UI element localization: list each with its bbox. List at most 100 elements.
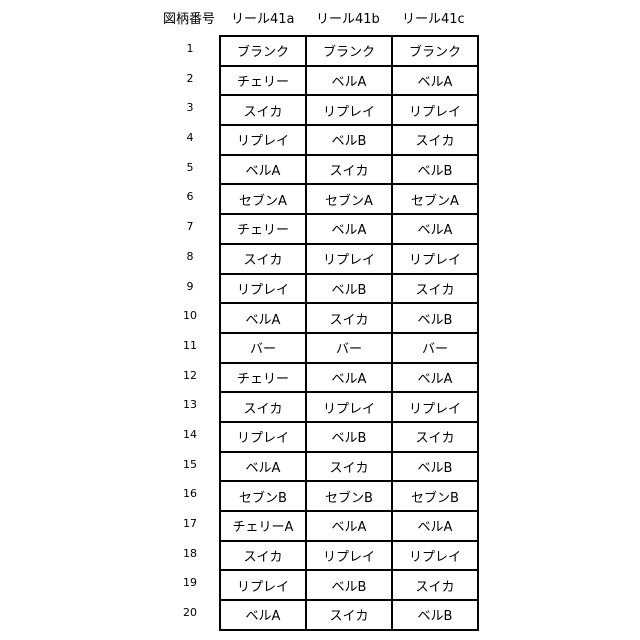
table-row: セブンAセブンAセブンA bbox=[220, 184, 478, 214]
symbol-cell: ベルA bbox=[392, 66, 478, 96]
symbol-cell: ベルA bbox=[220, 155, 306, 185]
symbol-cell: リプレイ bbox=[220, 274, 306, 304]
symbol-cell: リプレイ bbox=[392, 244, 478, 274]
symbol-cell: スイカ bbox=[220, 95, 306, 125]
symbol-cell: スイカ bbox=[392, 274, 478, 304]
symbol-number: 16 bbox=[170, 480, 210, 510]
symbol-cell: チェリー bbox=[220, 214, 306, 244]
symbol-number: 2 bbox=[170, 65, 210, 95]
table-row: ブランクブランクブランク bbox=[220, 36, 478, 66]
symbol-cell: バー bbox=[220, 333, 306, 363]
header-symbol-number: 図柄番号 bbox=[163, 8, 215, 27]
symbol-cell: リプレイ bbox=[306, 244, 392, 274]
symbol-cell: ベルA bbox=[306, 66, 392, 96]
symbol-cell: ベルA bbox=[392, 214, 478, 244]
symbol-number: 17 bbox=[170, 510, 210, 540]
symbol-number: 15 bbox=[170, 451, 210, 481]
symbol-cell: スイカ bbox=[306, 303, 392, 333]
table-row: チェリーAベルAベルA bbox=[220, 511, 478, 541]
symbol-number: 8 bbox=[170, 243, 210, 273]
header-reel-41b: リール41b bbox=[316, 8, 380, 27]
symbol-cell: ベルB bbox=[306, 274, 392, 304]
symbol-cell: リプレイ bbox=[392, 392, 478, 422]
symbol-cell: リプレイ bbox=[220, 125, 306, 155]
symbol-cell: セブンB bbox=[220, 481, 306, 511]
symbol-number: 3 bbox=[170, 94, 210, 124]
symbol-number: 1 bbox=[170, 35, 210, 65]
symbol-cell: スイカ bbox=[306, 600, 392, 630]
symbol-number: 19 bbox=[170, 569, 210, 599]
table-row: ベルAスイカベルB bbox=[220, 303, 478, 333]
table-row: スイカリプレイリプレイ bbox=[220, 95, 478, 125]
symbol-cell: セブンA bbox=[392, 184, 478, 214]
symbol-cell: チェリー bbox=[220, 66, 306, 96]
symbol-cell: ベルB bbox=[392, 303, 478, 333]
symbol-number-column: 1234567891011121314151617181920 bbox=[170, 35, 210, 629]
table-row: リプレイベルBスイカ bbox=[220, 274, 478, 304]
symbol-cell: ベルB bbox=[392, 155, 478, 185]
table-row: ベルAスイカベルB bbox=[220, 452, 478, 482]
table-row: リプレイベルBスイカ bbox=[220, 570, 478, 600]
symbol-cell: ベルA bbox=[220, 600, 306, 630]
symbol-cell: ベルA bbox=[306, 214, 392, 244]
symbol-cell: ブランク bbox=[306, 36, 392, 66]
symbol-number: 6 bbox=[170, 183, 210, 213]
symbol-cell: スイカ bbox=[306, 452, 392, 482]
table-row: チェリーベルAベルA bbox=[220, 66, 478, 96]
symbol-cell: ブランク bbox=[220, 36, 306, 66]
symbol-cell: リプレイ bbox=[220, 422, 306, 452]
symbol-number: 18 bbox=[170, 540, 210, 570]
symbol-cell: スイカ bbox=[220, 392, 306, 422]
symbol-cell: ベルA bbox=[306, 363, 392, 393]
table-row: セブンBセブンBセブンB bbox=[220, 481, 478, 511]
symbol-cell: ベルB bbox=[306, 422, 392, 452]
symbol-cell: スイカ bbox=[220, 244, 306, 274]
header-reel-41a: リール41a bbox=[231, 8, 295, 27]
table-row: ベルAスイカベルB bbox=[220, 155, 478, 185]
header-reel-41c: リール41c bbox=[402, 8, 465, 27]
symbol-cell: バー bbox=[306, 333, 392, 363]
table-row: バーバーバー bbox=[220, 333, 478, 363]
symbol-cell: リプレイ bbox=[306, 541, 392, 571]
symbol-number: 10 bbox=[170, 302, 210, 332]
symbol-number: 4 bbox=[170, 124, 210, 154]
symbol-cell: リプレイ bbox=[220, 570, 306, 600]
table-row: スイカリプレイリプレイ bbox=[220, 244, 478, 274]
symbol-cell: ベルB bbox=[392, 600, 478, 630]
symbol-cell: リプレイ bbox=[392, 95, 478, 125]
symbol-cell: スイカ bbox=[392, 125, 478, 155]
symbol-cell: スイカ bbox=[220, 541, 306, 571]
symbol-cell: スイカ bbox=[392, 422, 478, 452]
symbol-cell: ベルB bbox=[392, 452, 478, 482]
symbol-cell: スイカ bbox=[306, 155, 392, 185]
symbol-cell: リプレイ bbox=[392, 541, 478, 571]
symbol-cell: スイカ bbox=[392, 570, 478, 600]
table-row: スイカリプレイリプレイ bbox=[220, 541, 478, 571]
table-row: リプレイベルBスイカ bbox=[220, 422, 478, 452]
symbol-number: 20 bbox=[170, 599, 210, 629]
symbol-number: 12 bbox=[170, 362, 210, 392]
symbol-number: 7 bbox=[170, 213, 210, 243]
symbol-number: 11 bbox=[170, 332, 210, 362]
table-row: スイカリプレイリプレイ bbox=[220, 392, 478, 422]
symbol-cell: ベルA bbox=[392, 363, 478, 393]
table-row: チェリーベルAベルA bbox=[220, 214, 478, 244]
symbol-cell: セブンA bbox=[306, 184, 392, 214]
symbol-cell: ベルB bbox=[306, 570, 392, 600]
reel-symbol-table: ブランクブランクブランクチェリーベルAベルAスイカリプレイリプレイリプレイベルB… bbox=[219, 35, 479, 631]
symbol-number: 9 bbox=[170, 273, 210, 303]
symbol-cell: チェリーA bbox=[220, 511, 306, 541]
symbol-number: 14 bbox=[170, 421, 210, 451]
table-row: リプレイベルBスイカ bbox=[220, 125, 478, 155]
symbol-cell: ベルA bbox=[220, 452, 306, 482]
symbol-cell: セブンB bbox=[306, 481, 392, 511]
table-row: チェリーベルAベルA bbox=[220, 363, 478, 393]
symbol-cell: リプレイ bbox=[306, 95, 392, 125]
symbol-cell: バー bbox=[392, 333, 478, 363]
symbol-cell: ベルA bbox=[392, 511, 478, 541]
table-row: ベルAスイカベルB bbox=[220, 600, 478, 630]
symbol-cell: セブンA bbox=[220, 184, 306, 214]
symbol-number: 5 bbox=[170, 154, 210, 184]
symbol-cell: リプレイ bbox=[306, 392, 392, 422]
symbol-number: 13 bbox=[170, 391, 210, 421]
